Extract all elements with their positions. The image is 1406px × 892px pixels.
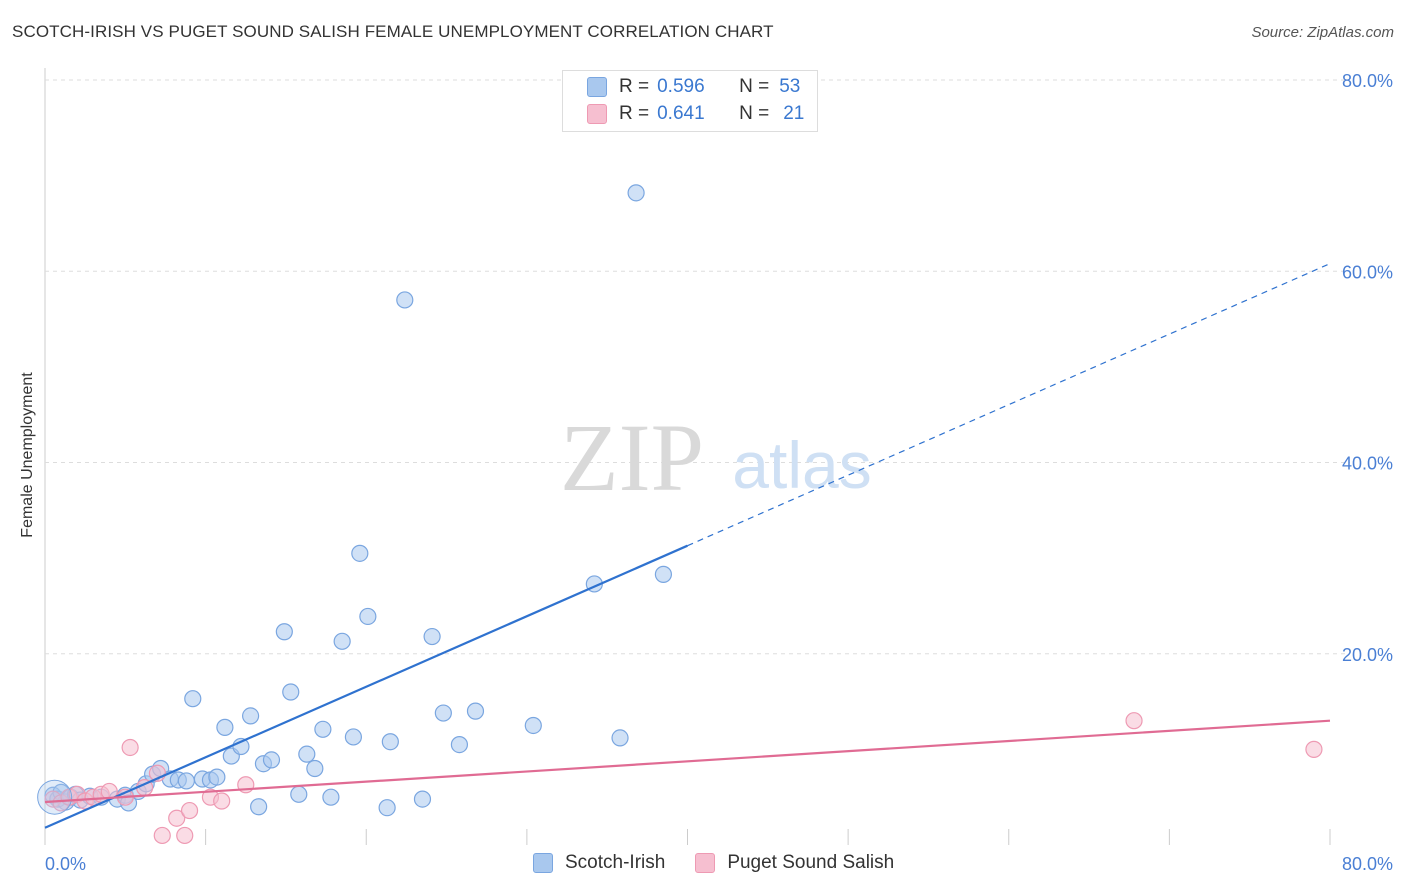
scotch-irish-point xyxy=(466,702,485,720)
puget-sound-salish-point xyxy=(180,801,199,820)
series-legend-scotch-irish: Scotch-Irish xyxy=(533,852,665,874)
y-tick-label: 20.0% xyxy=(1342,645,1393,665)
scotch-irish-point xyxy=(282,683,300,701)
legend-n-value: 21 xyxy=(783,103,805,124)
watermark-atlas: atlas xyxy=(732,428,871,502)
scotch-irish-point xyxy=(314,720,332,738)
legend-swatch-pink xyxy=(587,104,607,124)
scotch-irish-point xyxy=(298,745,316,763)
scotch-irish-point xyxy=(423,627,441,646)
watermark: ZIP atlas xyxy=(560,404,872,511)
scotch-irish-point xyxy=(184,690,202,708)
legend-row-puget-sound-salish: R = 0.641 N = 21 xyxy=(587,102,804,126)
scotch-irish-point xyxy=(333,632,351,650)
puget-sound-salish-point xyxy=(176,826,194,845)
series-swatch-pink xyxy=(695,853,716,873)
series-legend-puget-sound-salish: Puget Sound Salish xyxy=(695,852,894,874)
puget-sound-salish-point xyxy=(1305,740,1323,758)
legend-r-key: R = xyxy=(619,76,650,97)
legend-n-key: N = xyxy=(739,76,770,97)
grid-layer xyxy=(44,68,1350,845)
ticks-layer: 20.0% 40.0% 60.0% 80.0% 0.0% 80.0% xyxy=(45,71,1393,874)
legend-r-value: 0.596 xyxy=(657,76,705,97)
legend-r-value: 0.641 xyxy=(657,103,705,124)
scotch-irish-point xyxy=(306,759,324,778)
scotch-irish-point xyxy=(378,799,396,817)
legend-n-key: N = xyxy=(739,103,770,124)
legend-row-scotch-irish: R = 0.596 N = 53 xyxy=(587,75,800,99)
scotch-irish-point xyxy=(208,768,226,786)
trend-layer xyxy=(44,263,1331,829)
puget-sound-salish-point xyxy=(213,792,231,810)
watermark-zip: ZIP xyxy=(560,404,704,511)
scotch-irish-point xyxy=(359,607,377,626)
series-legend: Scotch-Irish Puget Sound Salish xyxy=(533,852,924,874)
puget-sound-salish-point xyxy=(121,738,139,757)
series-legend-label: Scotch-Irish xyxy=(565,852,666,873)
legend-swatch-blue xyxy=(587,77,607,97)
scotch-irish-trendline xyxy=(44,544,688,829)
source-label: Source: ZipAtlas.com xyxy=(1251,24,1394,41)
puget-sound-salish-point xyxy=(168,809,186,827)
scotch-irish-point xyxy=(654,565,673,583)
series-swatch-blue xyxy=(533,853,553,873)
scotch-irish-trendline-extension xyxy=(687,263,1331,547)
scotch-irish-point xyxy=(351,544,369,562)
x-tick-label: 80.0% xyxy=(1342,854,1393,874)
scotch-irish-point xyxy=(344,728,362,746)
scotch-irish-point xyxy=(524,716,542,735)
legend-n-value: 53 xyxy=(779,76,801,97)
scotch-irish-point xyxy=(396,291,414,309)
scotch-irish-point xyxy=(290,785,308,803)
points-layer xyxy=(37,184,1323,845)
puget-sound-salish-point xyxy=(1125,712,1143,730)
scotch-irish-point xyxy=(450,735,469,754)
scotch-irish-point xyxy=(413,790,432,808)
y-tick-label: 40.0% xyxy=(1342,454,1393,474)
scotch-irish-point xyxy=(250,798,268,816)
scotch-irish-point xyxy=(275,623,293,641)
scotch-irish-point xyxy=(216,718,234,736)
scotch-irish-point xyxy=(627,184,645,202)
puget-sound-salish-trendline xyxy=(44,719,1331,804)
correlation-legend: R = 0.596 N = 53 R = 0.641 N = 21 xyxy=(562,70,818,132)
y-tick-label: 60.0% xyxy=(1342,262,1393,282)
scotch-irish-cluster-point xyxy=(37,779,73,815)
series-legend-label: Puget Sound Salish xyxy=(727,852,895,873)
scotch-irish-point xyxy=(262,751,281,769)
x-tick-label: 0.0% xyxy=(45,854,86,874)
scotch-irish-point xyxy=(611,729,629,747)
scotch-irish-point xyxy=(177,772,195,790)
puget-sound-salish-point xyxy=(153,826,171,845)
legend-r-key: R = xyxy=(619,103,650,124)
scotch-irish-point xyxy=(322,788,340,806)
chart-title: SCOTCH-IRISH VS PUGET SOUND SALISH FEMAL… xyxy=(12,22,774,41)
scotch-irish-point xyxy=(242,707,260,725)
scotch-irish-point xyxy=(381,733,399,751)
y-tick-label: 80.0% xyxy=(1342,71,1393,91)
scotch-irish-point xyxy=(434,704,452,722)
